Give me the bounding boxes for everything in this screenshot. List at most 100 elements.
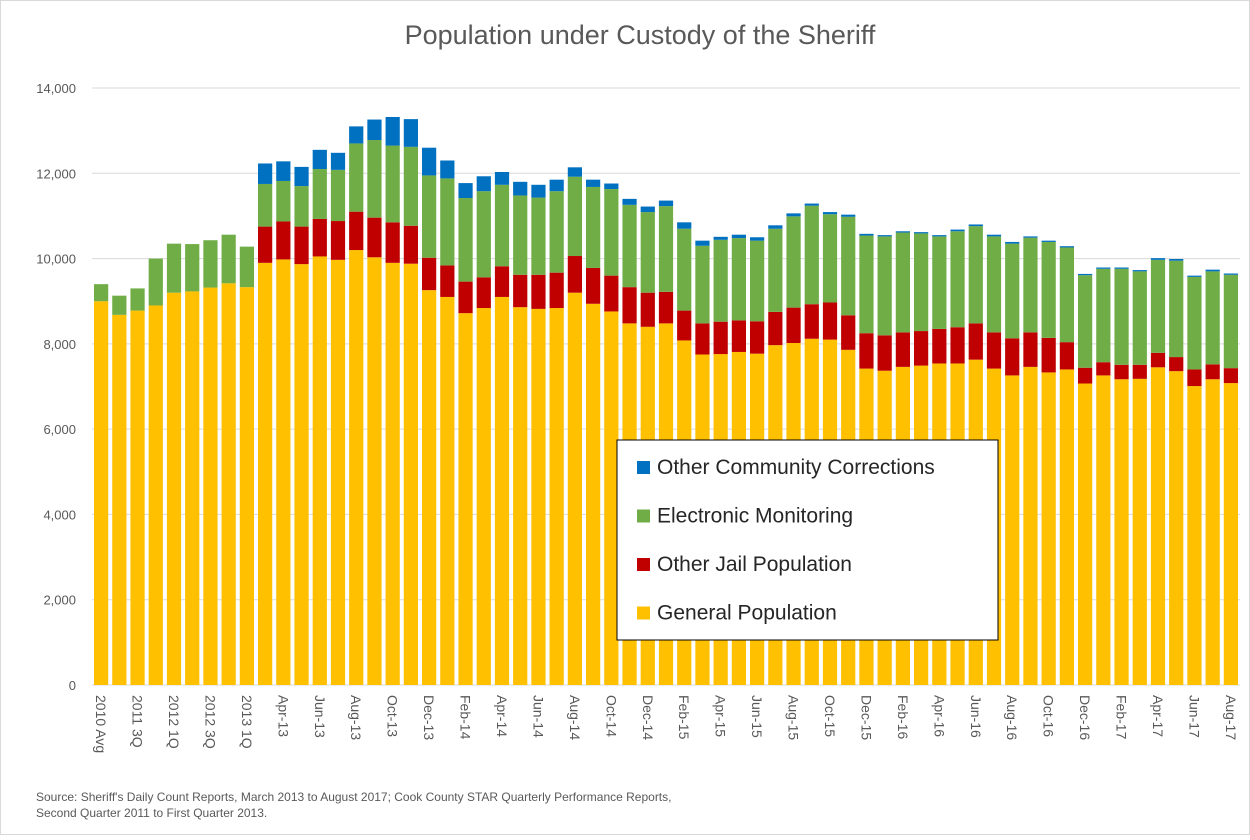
bar-segment [1169, 258, 1184, 261]
bar-segment [567, 176, 582, 257]
x-tick-label: Jun-17 [1186, 695, 1202, 738]
bar-segment [422, 257, 437, 291]
bar-segment [1150, 259, 1166, 353]
bar-segment [148, 258, 163, 306]
bar-segment [914, 233, 929, 332]
bar-segment [367, 119, 382, 141]
bar-segment [221, 234, 236, 284]
bar-segment [130, 310, 145, 685]
bar-segment [349, 250, 364, 686]
bar-segment [403, 225, 418, 264]
bar-segment [822, 214, 838, 303]
bar-segment [1169, 371, 1184, 685]
bar-segment [695, 323, 710, 355]
x-tick-label: Aug-17 [1223, 695, 1239, 740]
bar-segment [1187, 276, 1202, 370]
bar-segment [968, 226, 983, 324]
bar-segment [403, 119, 418, 147]
bar-segment [859, 333, 874, 369]
bar-segment [494, 266, 510, 297]
bar-segment [713, 239, 728, 322]
bar-segment [604, 311, 619, 685]
bar-segment [549, 191, 564, 273]
bar-segment [1205, 364, 1220, 380]
bar-segment [203, 240, 218, 288]
bar-segment [349, 211, 364, 251]
source-note: Second Quarter 2011 to First Quarter 201… [36, 806, 267, 820]
bar-segment [330, 152, 346, 170]
bar-segment [822, 302, 838, 340]
bar-segment [1059, 246, 1074, 248]
bar-segment [1187, 369, 1202, 387]
bar-segment [1169, 357, 1184, 372]
bar-segment [1114, 267, 1129, 269]
bar-segment [276, 161, 291, 181]
bar-segment [1078, 367, 1093, 384]
bar-segment [567, 167, 582, 177]
bar-segment [1005, 241, 1020, 244]
bar-segment [476, 277, 491, 309]
bar-segment [1078, 273, 1093, 276]
bar-segment [1041, 337, 1056, 373]
bar-segment [112, 295, 127, 315]
bar-segment [677, 222, 692, 229]
bar-segment [895, 231, 910, 233]
x-tick-label: Oct-13 [385, 695, 401, 737]
bar-segment [385, 116, 400, 146]
bar-segment [1005, 243, 1020, 339]
legend-label: General Population [657, 602, 837, 625]
bar-segment [440, 160, 455, 179]
bar-segment [458, 198, 473, 282]
bar-segment [804, 203, 819, 206]
bar-segment [822, 212, 838, 215]
x-tick-label: Oct-15 [822, 695, 838, 737]
bar-segment [1150, 258, 1166, 260]
bar-segment [1078, 275, 1093, 368]
bar-segment [1023, 366, 1038, 685]
bar-segment [804, 205, 819, 305]
y-tick-label: 2,000 [43, 593, 76, 608]
bar-segment [330, 169, 346, 222]
bar-segment [1187, 386, 1202, 685]
bar-segment [1059, 369, 1074, 685]
bar-segment [986, 236, 1002, 333]
y-tick-label: 12,000 [36, 166, 76, 181]
bar-segment [1023, 236, 1038, 238]
bar-segment [877, 236, 892, 336]
bar-segment [440, 178, 455, 266]
bar-segment [276, 259, 291, 685]
x-tick-label: Oct-14 [603, 695, 619, 737]
bar-segment [531, 274, 546, 309]
bar-segment [422, 290, 437, 685]
bar-segment [494, 172, 510, 185]
bar-segment [1132, 364, 1147, 379]
chart-title: Population under Custody of the Sheriff [405, 20, 876, 50]
bar-segment [1223, 274, 1238, 369]
bar-segment [932, 235, 947, 237]
bar-segment [258, 262, 273, 685]
bar-segment [768, 225, 783, 229]
bar-segment [513, 274, 528, 308]
bar-segment [841, 315, 856, 350]
bar-segment [458, 313, 473, 685]
bar-segment [1114, 379, 1129, 685]
bar-segment [1205, 271, 1220, 365]
bar-segment [950, 229, 965, 232]
bar-segment [1132, 270, 1147, 272]
bar-segment [1078, 383, 1093, 685]
bar-segment [312, 149, 327, 170]
bar-segment [494, 296, 510, 685]
bar-segment [1023, 237, 1038, 333]
bar-segment [731, 320, 746, 352]
bar-segment [294, 226, 309, 265]
bar-segment [294, 264, 309, 685]
bar-segment [604, 189, 619, 276]
bar-segment [494, 184, 510, 267]
bar-segment [185, 291, 200, 685]
bar-segment [385, 262, 400, 685]
y-tick-label: 14,000 [36, 81, 76, 96]
bar-segment [258, 163, 273, 184]
x-tick-label: Dec-15 [858, 695, 874, 740]
x-tick-label: 2012 3Q [202, 695, 218, 749]
